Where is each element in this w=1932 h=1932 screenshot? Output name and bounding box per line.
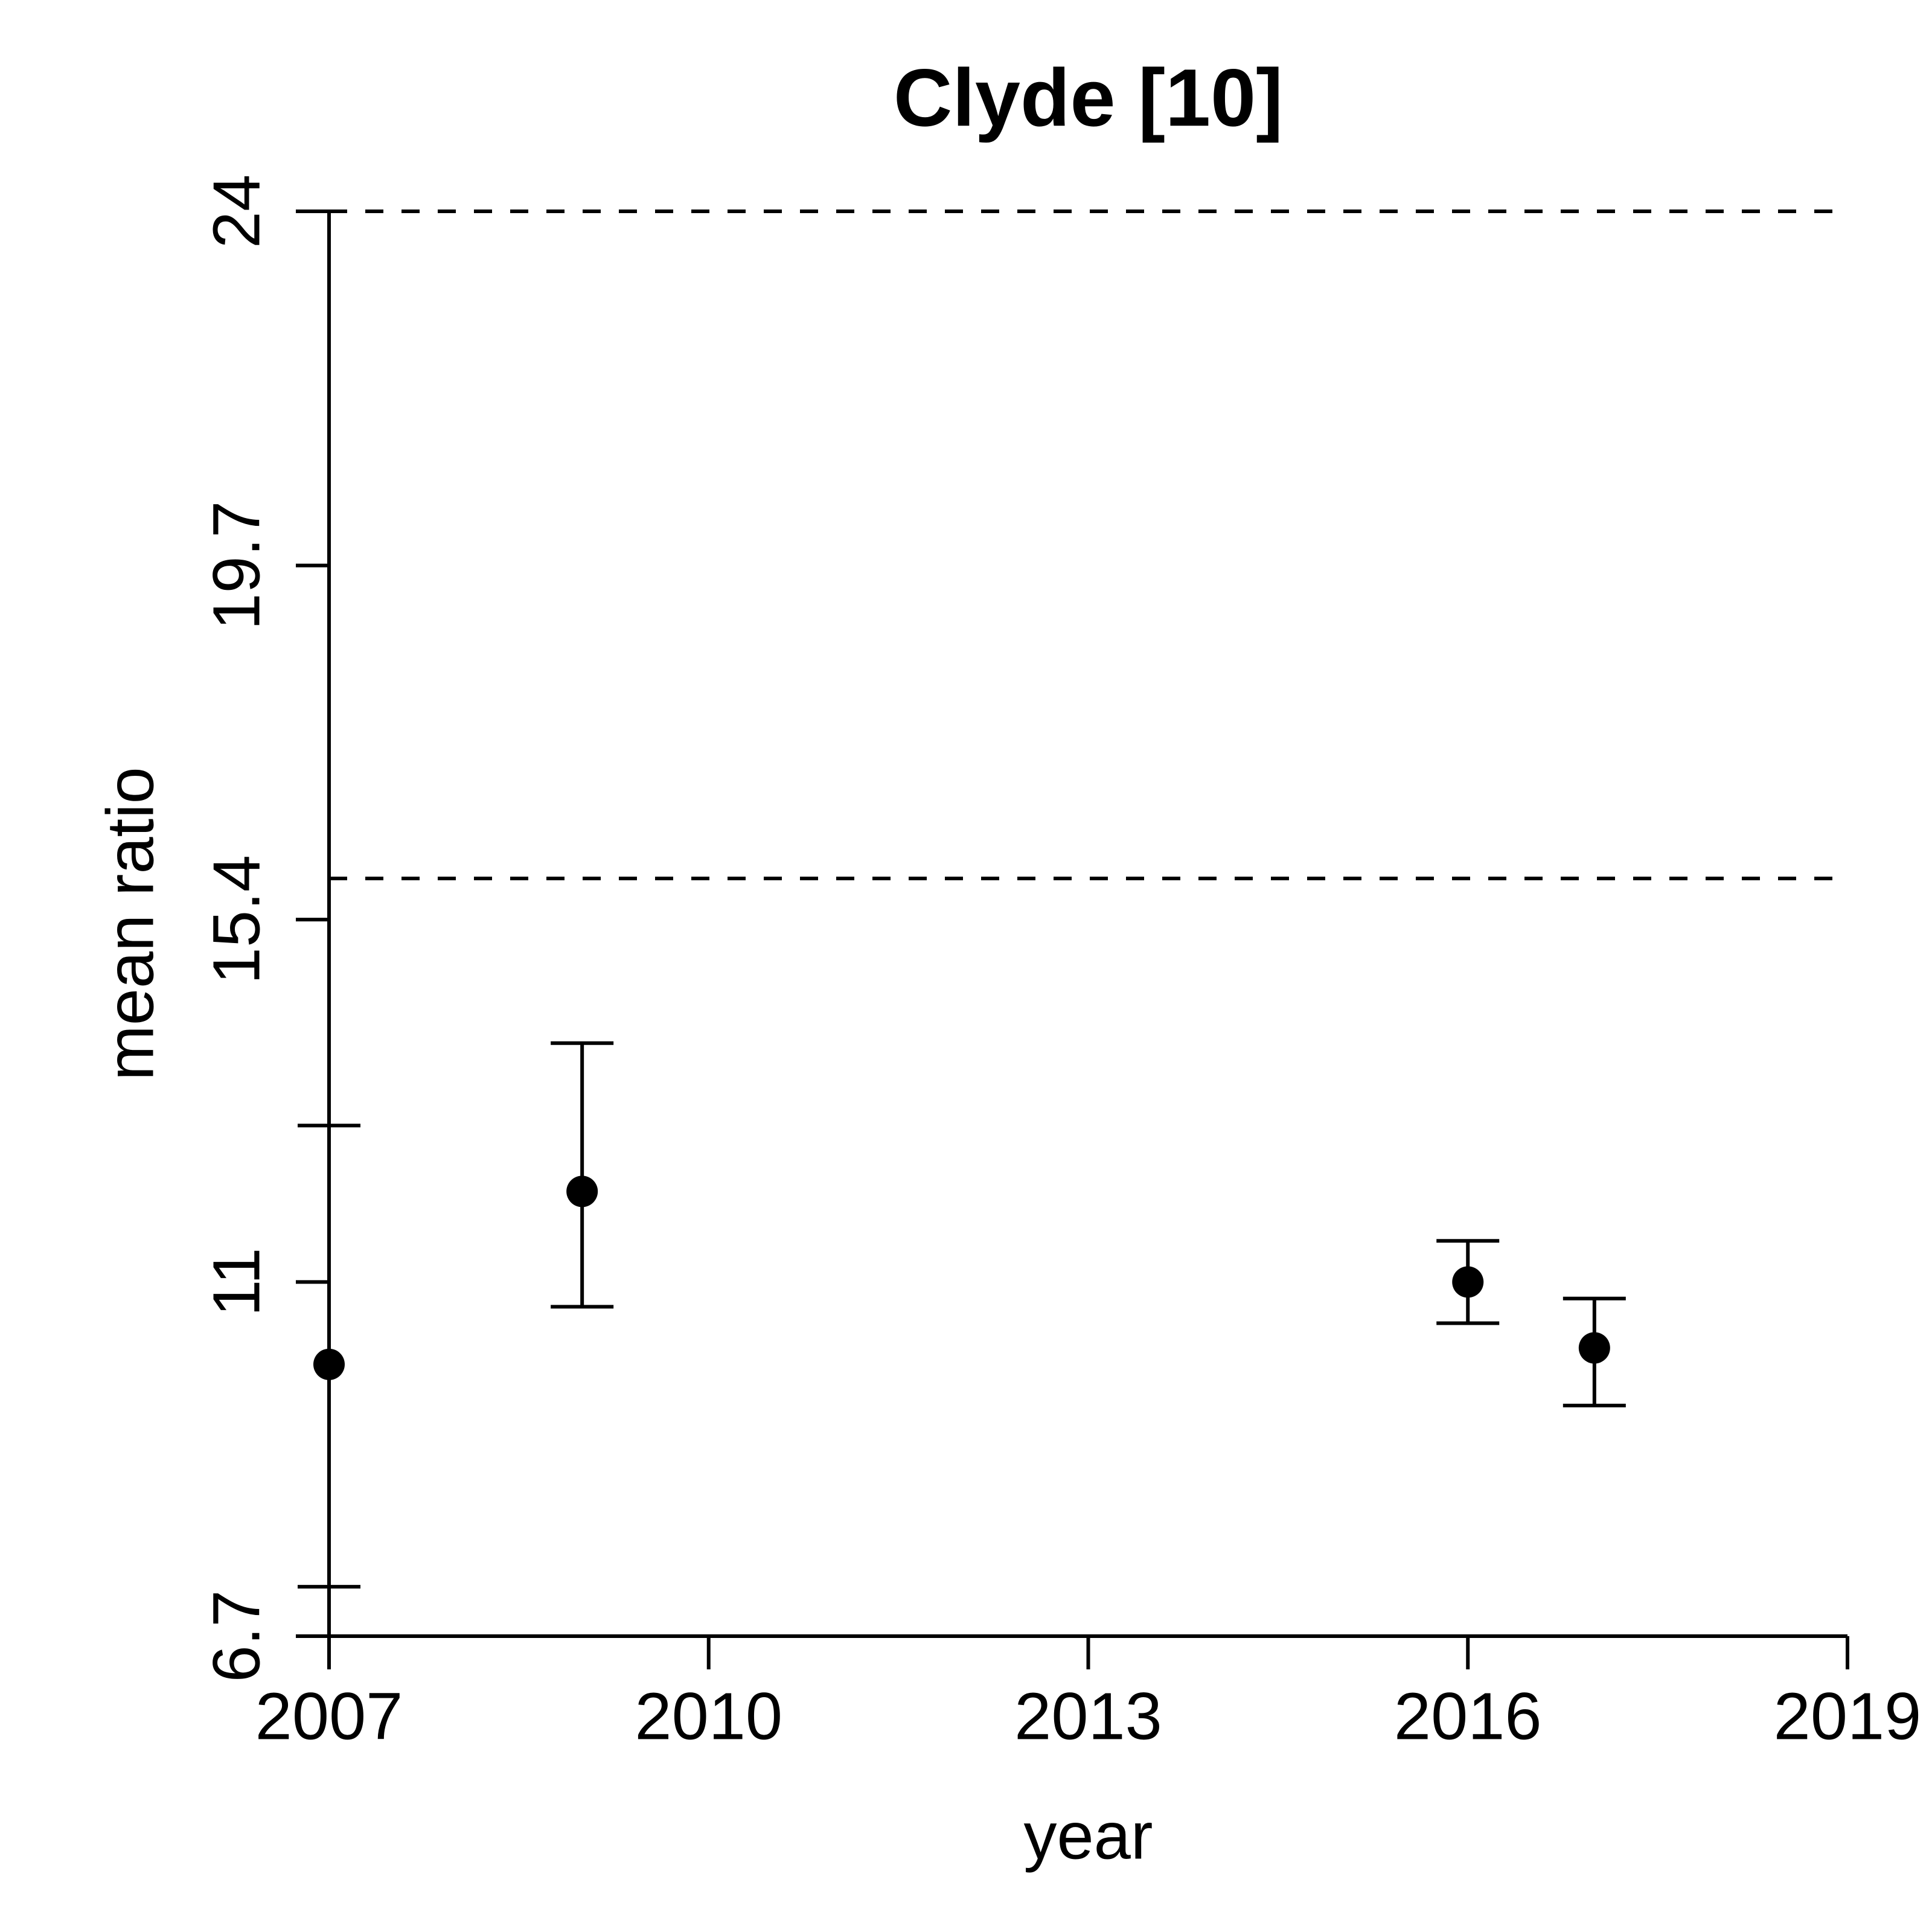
y-tick-label: 6.7 bbox=[200, 1590, 274, 1683]
x-tick-label: 2019 bbox=[1774, 1680, 1922, 1754]
y-tick-label: 15.4 bbox=[200, 855, 274, 984]
x-axis-label: year bbox=[1024, 1799, 1153, 1873]
mean-ratio-errorbar-chart: 2007 2010 2013 2016 2019 6.7 11 15.4 19.7 24 Clyde… bbox=[0, 0, 1932, 1932]
x-tick-label: 2013 bbox=[1014, 1680, 1162, 1754]
chart-container: 2007 2010 2013 2016 2019 6.7 11 15.4 19.7 24 Clyde… bbox=[0, 0, 1932, 1932]
y-tick-label: 19.7 bbox=[200, 501, 274, 630]
y-tick-label: 11 bbox=[200, 1247, 274, 1316]
chart-title: Clyde [10] bbox=[894, 52, 1283, 143]
chart-background bbox=[0, 0, 1932, 1932]
x-tick-label: 2016 bbox=[1394, 1680, 1542, 1754]
y-tick-label: 24 bbox=[200, 174, 274, 248]
x-tick-label: 2007 bbox=[255, 1680, 403, 1754]
x-tick-label: 2010 bbox=[635, 1680, 782, 1754]
y-axis-label: mean ratio bbox=[94, 767, 168, 1081]
